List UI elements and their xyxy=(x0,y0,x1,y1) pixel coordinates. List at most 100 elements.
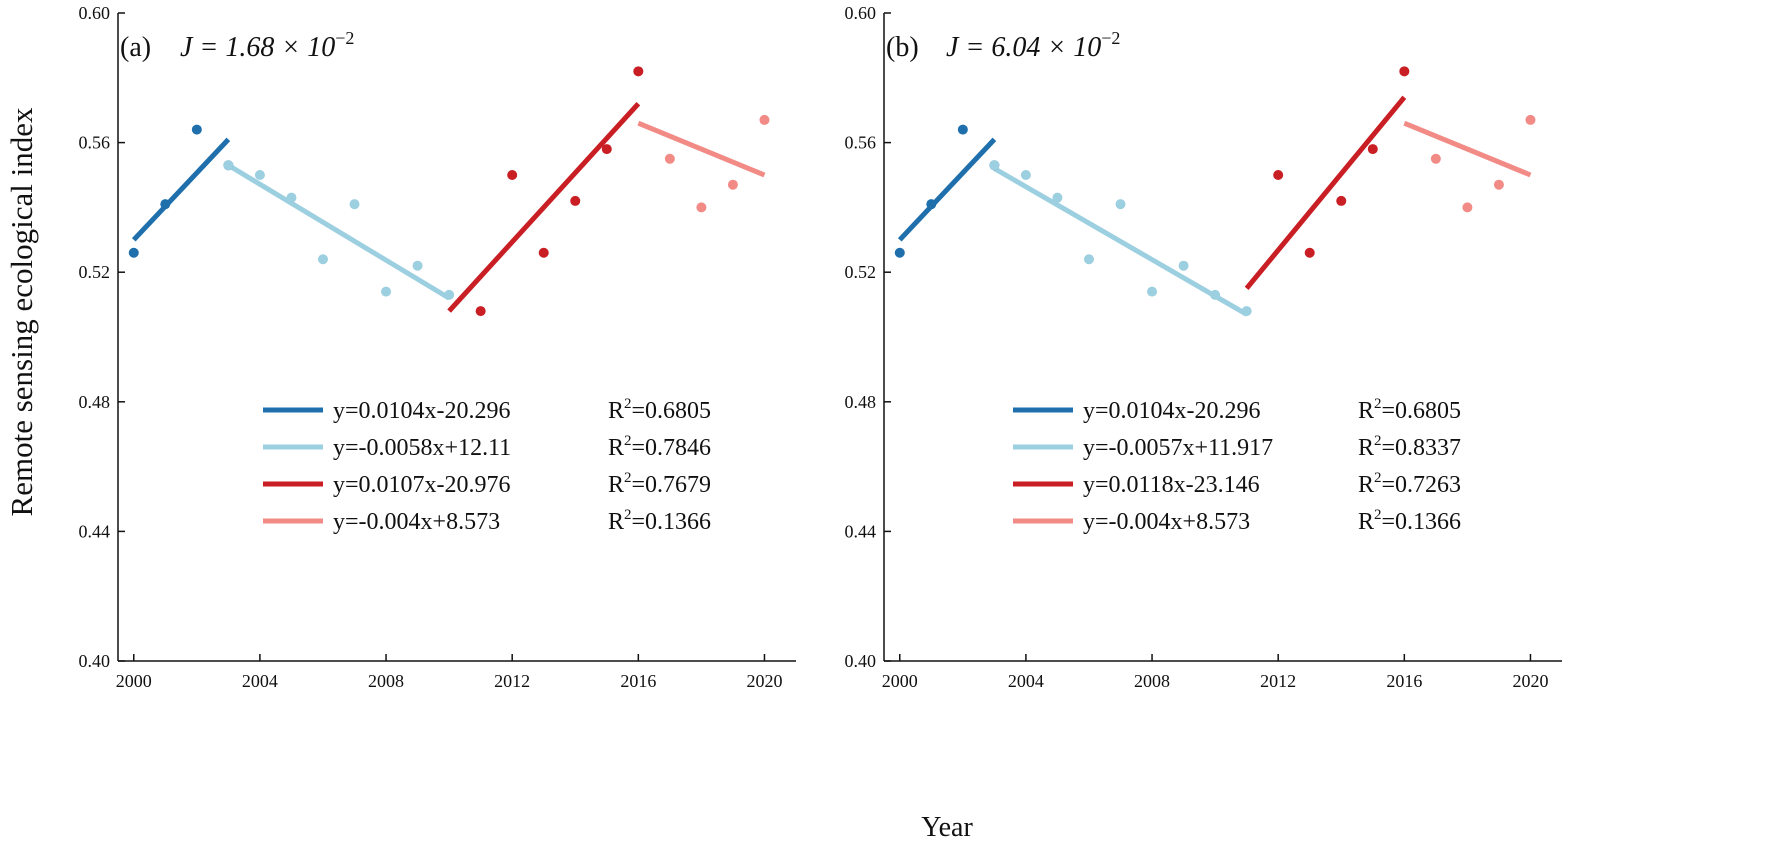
segment-3-point xyxy=(1336,195,1347,206)
x-tick-label: 2020 xyxy=(1512,671,1548,691)
segment-2-point xyxy=(381,286,392,297)
segment-4-point xyxy=(1525,114,1536,125)
segment-2-point xyxy=(1147,286,1158,297)
r2-superscript: 2 xyxy=(1374,507,1382,523)
y-tick-label: 0.48 xyxy=(79,392,111,412)
segment-4-point xyxy=(759,114,770,125)
x-tick-label: 2004 xyxy=(1008,671,1044,691)
x-tick-label: 2016 xyxy=(1386,671,1422,691)
segment-1-fit-line xyxy=(131,137,231,242)
legend-r2: R2=0.7846 xyxy=(608,433,711,461)
r2-value: =0.8337 xyxy=(1382,435,1462,461)
segment-4-point xyxy=(664,153,675,164)
r2-value: =0.7263 xyxy=(1382,472,1462,498)
segment-2-point xyxy=(349,199,360,210)
panel-b: 0.40 0.44 0.48 0.52 0.56 0.60 2000 2004 2008 2012… xyxy=(845,3,1562,691)
segment-2-point xyxy=(444,289,455,300)
legend-r2: R2=0.6805 xyxy=(608,396,711,424)
r2-symbol: R xyxy=(608,398,624,424)
segment-4-point xyxy=(727,179,738,190)
segment-4-fit-line xyxy=(637,120,766,178)
legend-equation: y=0.0107x-20.976 xyxy=(333,472,511,498)
r2-value: =0.6805 xyxy=(632,398,712,424)
segment-2-point xyxy=(1210,289,1221,300)
r2-symbol: R xyxy=(1358,435,1374,461)
segment-2-point xyxy=(1178,260,1189,271)
x-tick-label: 2008 xyxy=(1134,671,1170,691)
x-tick-label: 2020 xyxy=(746,671,782,691)
segment-2-point xyxy=(223,160,234,171)
r2-superscript: 2 xyxy=(624,433,632,449)
segment-2-point xyxy=(1241,306,1252,317)
segment-1-fit-line xyxy=(897,137,997,242)
segment-3-point xyxy=(1399,66,1410,77)
j-value: J = 1.68 × 10 xyxy=(180,32,335,63)
r2-symbol: R xyxy=(608,435,624,461)
r2-superscript: 2 xyxy=(1374,470,1382,486)
j-value: J = 6.04 × 10 xyxy=(946,32,1101,63)
segment-3-point xyxy=(507,170,518,180)
segment-2-point xyxy=(1115,199,1126,210)
x-tick-label: 2012 xyxy=(1260,671,1296,691)
legend-r2: R2=0.7263 xyxy=(1358,470,1461,498)
legend-equation: y=0.0104x-20.296 xyxy=(333,398,511,424)
segment-2-point xyxy=(1052,192,1063,203)
x-tick-label: 2016 xyxy=(620,671,656,691)
r2-value: =0.1366 xyxy=(1382,509,1462,535)
legend-equation: y=0.0118x-23.146 xyxy=(1083,472,1260,498)
segment-4-point xyxy=(696,202,707,213)
segment-2-point xyxy=(412,260,423,271)
legend-r2: R2=0.1366 xyxy=(608,507,711,535)
r2-superscript: 2 xyxy=(624,507,632,523)
r2-superscript: 2 xyxy=(624,470,632,486)
r2-superscript: 2 xyxy=(624,396,632,412)
x-tick-label: 2008 xyxy=(368,671,404,691)
segment-3-point xyxy=(570,195,581,206)
panel-label: (a) xyxy=(120,32,151,63)
segment-2-point xyxy=(317,254,328,265)
segment-1-point xyxy=(191,124,202,135)
j-exponent: −2 xyxy=(335,28,354,48)
y-tick-label: 0.52 xyxy=(845,262,877,282)
legend-equation: y=-0.004x+8.573 xyxy=(333,509,500,535)
segment-1-point xyxy=(894,247,905,258)
segment-2-point xyxy=(254,170,265,180)
panel-a: 0.40 0.44 0.48 0.52 0.56 0.60 2000 2004 2008 2012… xyxy=(79,3,796,691)
j-exponent: −2 xyxy=(1101,28,1120,48)
x-tick-label: 2000 xyxy=(116,671,152,691)
segment-3-point xyxy=(1304,247,1315,258)
x-tick-label: 2000 xyxy=(882,671,918,691)
legend-equation: y=-0.0058x+12.11 xyxy=(333,435,511,461)
segment-2-point xyxy=(286,192,297,203)
r2-value: =0.7679 xyxy=(632,472,712,498)
y-tick-label: 0.60 xyxy=(79,3,111,23)
segment-3-point xyxy=(601,144,612,155)
segment-4-point xyxy=(1430,153,1441,164)
j-annotation: J = 6.04 × 10−2 xyxy=(946,28,1120,63)
legend-equation: y=0.0104x-20.296 xyxy=(1083,398,1261,424)
segment-4-point xyxy=(1462,202,1473,213)
r2-superscript: 2 xyxy=(1374,433,1382,449)
legend-r2: R2=0.6805 xyxy=(1358,396,1461,424)
panel-label: (b) xyxy=(886,32,919,63)
r2-symbol: R xyxy=(1358,472,1374,498)
r2-symbol: R xyxy=(1358,398,1374,424)
segment-4-fit-line xyxy=(1403,120,1532,178)
legend-r2: R2=0.8337 xyxy=(1358,433,1461,461)
x-tick-label: 2012 xyxy=(494,671,530,691)
r2-symbol: R xyxy=(1358,509,1374,535)
y-tick-label: 0.48 xyxy=(845,392,877,412)
y-tick-label: 0.56 xyxy=(79,133,111,153)
legend-equation: y=-0.0057x+11.917 xyxy=(1083,435,1273,461)
r2-value: =0.1366 xyxy=(632,509,712,535)
segment-3-fit-line xyxy=(1244,95,1407,290)
x-tick-label: 2004 xyxy=(242,671,278,691)
y-tick-label: 0.56 xyxy=(845,133,877,153)
segment-3-point xyxy=(633,66,644,77)
segment-4-point xyxy=(1493,179,1504,190)
r2-superscript: 2 xyxy=(1374,396,1382,412)
r2-value: =0.7846 xyxy=(632,435,712,461)
segment-2-fit-line xyxy=(993,166,1248,317)
legend-r2: R2=0.7679 xyxy=(608,470,711,498)
